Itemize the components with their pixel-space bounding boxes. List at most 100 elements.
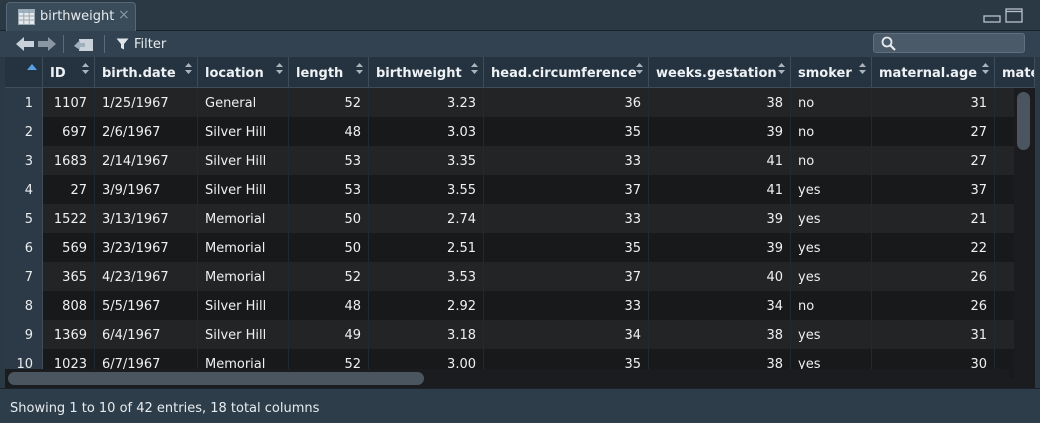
table-row[interactable]: 9 1369 6/4/1967 Silver Hill 49 3.18 34 38 yes 31 [5,320,1035,349]
table-cell[interactable]: 40 [649,262,791,291]
table-cell[interactable]: 39 [649,117,791,146]
table-cell[interactable]: 33 [484,146,649,175]
table-cell[interactable]: yes [791,320,872,349]
sort-icon[interactable] [185,63,192,74]
table-cell[interactable]: 3.00 [369,349,484,378]
table-cell[interactable]: 38 [649,349,791,378]
sort-icon[interactable] [982,63,989,74]
table-row[interactable]: 4 27 3/9/1967 Silver Hill 53 3.55 37 41 yes 37 [5,175,1035,204]
table-cell[interactable]: 3.35 [369,146,484,175]
table-cell[interactable]: 3.23 [369,88,484,117]
table-cell[interactable]: 2/6/1967 [95,117,198,146]
table-cell[interactable]: 6/4/1967 [95,320,198,349]
sort-icon[interactable] [778,63,785,74]
table-cell[interactable]: 27 [872,117,995,146]
table-cell[interactable]: 53 [289,175,369,204]
table-cell[interactable]: 34 [649,291,791,320]
column-header-length[interactable]: length [289,57,369,88]
table-cell[interactable]: Silver Hill [198,175,289,204]
table-cell[interactable]: 1023 [43,349,95,378]
table-cell[interactable]: 31 [872,88,995,117]
table-cell[interactable]: yes [791,349,872,378]
popout-icon[interactable] [73,36,95,53]
close-icon[interactable]: × [118,7,130,23]
column-header-birth-date[interactable]: birth.date [95,57,198,88]
column-header-mate[interactable]: mate [995,57,1035,88]
table-cell[interactable]: 37 [484,262,649,291]
table-cell[interactable]: no [791,291,872,320]
horizontal-scrollbar[interactable] [5,369,1009,388]
column-header-head-circumference[interactable]: head.circumference [484,57,649,88]
table-cell[interactable]: 4/23/1967 [95,262,198,291]
table-cell[interactable]: 365 [43,262,95,291]
table-cell[interactable]: 3/23/1967 [95,233,198,262]
table-cell[interactable]: 27 [872,146,995,175]
table-cell[interactable]: 1369 [43,320,95,349]
table-cell[interactable]: General [198,88,289,117]
table-row[interactable]: 7 365 4/23/1967 Memorial 52 3.53 37 40 yes 26 [5,262,1035,291]
table-cell[interactable]: 35 [484,233,649,262]
table-cell[interactable]: 53 [289,146,369,175]
column-header-smoker[interactable]: smoker [791,57,872,88]
table-cell[interactable]: 26 [872,262,995,291]
table-cell[interactable]: 30 [872,349,995,378]
table-cell[interactable]: 3.53 [369,262,484,291]
table-cell[interactable]: 35 [484,117,649,146]
table-cell[interactable]: 52 [289,88,369,117]
table-cell[interactable]: Silver Hill [198,117,289,146]
table-row[interactable]: 1 1107 1/25/1967 General 52 3.23 36 38 no 31 [5,88,1035,117]
table-cell[interactable]: 39 [649,233,791,262]
horizontal-scrollbar-thumb[interactable] [8,372,424,385]
table-cell[interactable]: 33 [484,204,649,233]
table-cell[interactable]: 3/13/1967 [95,204,198,233]
table-cell[interactable]: no [791,117,872,146]
table-row[interactable]: 3 1683 2/14/1967 Silver Hill 53 3.35 33 41 no 27 [5,146,1035,175]
table-cell[interactable]: 41 [649,175,791,204]
table-cell[interactable]: Memorial [198,262,289,291]
table-cell[interactable]: 37 [484,175,649,204]
table-cell[interactable]: 2/14/1967 [95,146,198,175]
table-cell[interactable]: 569 [43,233,95,262]
column-header-maternal-age[interactable]: maternal.age [872,57,995,88]
table-cell[interactable]: 35 [484,349,649,378]
back-icon[interactable] [15,36,35,52]
column-header-location[interactable]: location [198,57,289,88]
table-cell[interactable]: 808 [43,291,95,320]
column-header-weeks-gestation[interactable]: weeks.gestation [649,57,791,88]
table-cell[interactable]: 3.18 [369,320,484,349]
table-cell[interactable]: 5/5/1967 [95,291,198,320]
sort-icon[interactable] [276,63,283,74]
table-cell[interactable]: 37 [872,175,995,204]
table-cell[interactable]: 49 [289,320,369,349]
table-cell[interactable]: 39 [649,204,791,233]
maximize-icon[interactable] [1005,8,1023,24]
table-cell[interactable]: 38 [649,320,791,349]
table-cell[interactable]: 21 [872,204,995,233]
table-cell[interactable]: 41 [649,146,791,175]
table-cell[interactable]: 33 [484,291,649,320]
tab-birthweight[interactable]: birthweight × [6,2,136,31]
table-cell[interactable]: 52 [289,262,369,291]
column-header-ID[interactable]: ID [43,57,95,88]
table-cell[interactable]: 50 [289,204,369,233]
table-cell[interactable]: Silver Hill [198,320,289,349]
sort-icon[interactable] [636,63,643,74]
table-cell[interactable]: 22 [872,233,995,262]
table-cell[interactable]: 1522 [43,204,95,233]
table-row[interactable]: 5 1522 3/13/1967 Memorial 50 2.74 33 39 yes 21 [5,204,1035,233]
table-cell[interactable]: 48 [289,291,369,320]
table-cell[interactable]: 3.03 [369,117,484,146]
sort-icon[interactable] [356,63,363,74]
filter-button[interactable]: Filter [116,34,166,54]
forward-icon[interactable] [37,36,57,52]
table-cell[interactable]: 26 [872,291,995,320]
table-row[interactable]: 2 697 2/6/1967 Silver Hill 48 3.03 35 39 no 27 [5,117,1035,146]
table-cell[interactable]: 6/7/1967 [95,349,198,378]
table-cell[interactable]: yes [791,175,872,204]
table-cell[interactable]: Memorial [198,349,289,378]
table-cell[interactable]: 48 [289,117,369,146]
table-cell[interactable]: Silver Hill [198,146,289,175]
table-cell[interactable]: 36 [484,88,649,117]
table-row[interactable]: 6 569 3/23/1967 Memorial 50 2.51 35 39 yes 22 [5,233,1035,262]
sort-icon[interactable] [859,63,866,74]
